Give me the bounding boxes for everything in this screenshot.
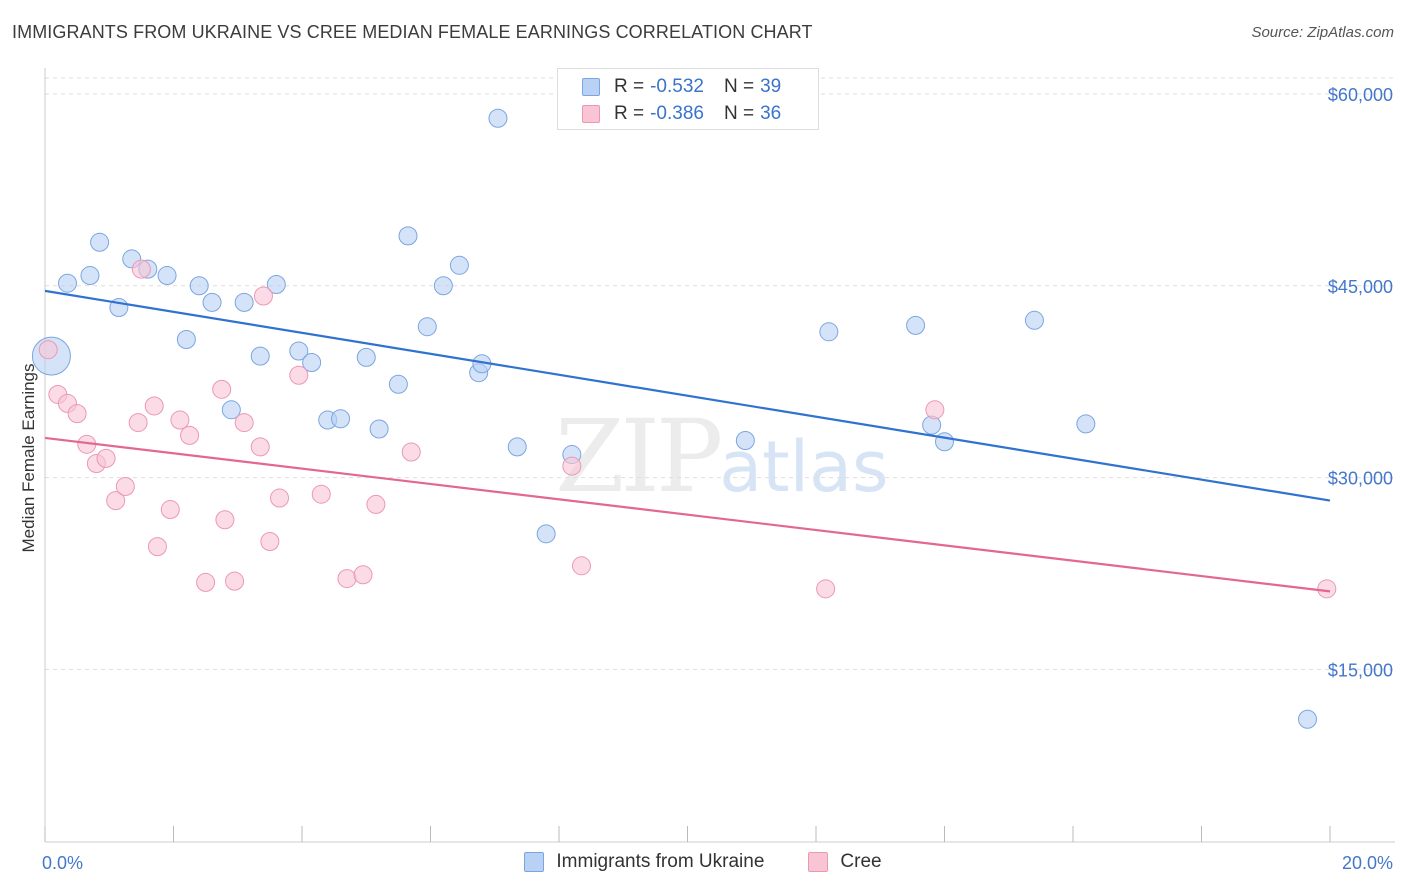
point-cree-12: [147, 537, 167, 557]
legend-n-label-cree: N =: [723, 103, 755, 124]
point-ukraine-34: [922, 415, 942, 435]
point-ukraine-35: [935, 432, 954, 452]
point-ukraine-9: [189, 276, 209, 296]
point-ukraine-13: [250, 346, 270, 366]
legend-n-label-ukraine: N =: [723, 76, 755, 97]
legend-r-value-ukraine: -0.532: [650, 76, 704, 97]
chart-title: IMMIGRANTS FROM UKRAINE VS CREE MEDIAN F…: [12, 22, 813, 42]
point-ukraine-10: [202, 292, 222, 312]
point-cree-28: [353, 565, 373, 585]
point-ukraine-12: [234, 292, 254, 312]
y-tick-label-1: $30,000: [1328, 469, 1393, 489]
x-tick-label-0: 0.0%: [42, 853, 83, 873]
point-cree-29: [366, 494, 386, 514]
series-swatch-cree: [808, 852, 829, 872]
point-cree-31: [562, 456, 582, 476]
correlation-legend: R = -0.532 N = 39 R = -0.386 N = 36: [557, 68, 819, 130]
point-cree-7: [106, 491, 126, 511]
point-cree-9: [128, 413, 148, 433]
point-cree-24: [270, 488, 290, 508]
point-cree-19: [225, 571, 245, 591]
point-cree-6: [96, 448, 116, 468]
point-ukraine-36: [906, 315, 926, 335]
y-tick-label-3: $60,000: [1328, 85, 1393, 105]
point-ukraine-19: [356, 347, 376, 367]
point-cree-15: [180, 425, 200, 445]
point-ukraine-23: [417, 317, 437, 337]
legend-r-label-cree: R =: [614, 103, 645, 124]
point-ukraine-14: [266, 274, 286, 294]
point-ukraine-38: [1076, 414, 1096, 434]
legend-row-ukraine: R = -0.532 N = 39: [582, 74, 781, 100]
point-ukraine-20: [369, 419, 389, 439]
point-cree-36: [1317, 579, 1337, 599]
point-ukraine-7: [157, 266, 177, 286]
point-ukraine-8: [176, 329, 196, 349]
series-label-cree: Cree: [840, 851, 882, 872]
point-cree-11: [131, 259, 151, 279]
point-cree-21: [250, 437, 270, 457]
point-cree-22: [253, 286, 273, 306]
point-ukraine-3: [90, 232, 110, 252]
series-label-ukraine: Immigrants from Ukraine: [556, 851, 765, 872]
point-cree-3: [67, 404, 87, 424]
point-ukraine-1: [57, 273, 77, 293]
point-ukraine-28: [488, 108, 508, 128]
point-ukraine-11: [221, 400, 241, 420]
series-legend-ukraine[interactable]: Immigrants from Ukraine: [524, 851, 764, 873]
point-cree-18: [215, 510, 235, 530]
point-cree-32: [571, 556, 591, 576]
point-ukraine-16: [302, 352, 322, 372]
y-tick-label-2: $45,000: [1328, 277, 1393, 297]
point-cree-26: [311, 484, 331, 504]
series-legend: Immigrants from Ukraine Cree: [0, 851, 1406, 873]
point-ukraine-21: [388, 374, 408, 394]
y-tick-label-0: $15,000: [1328, 660, 1393, 680]
point-ukraine-15: [289, 341, 309, 361]
point-cree-23: [260, 532, 280, 552]
point-cree-34: [816, 579, 836, 599]
legend-n-value-ukraine: 39: [760, 76, 782, 97]
point-cree-13: [160, 500, 180, 520]
point-cree-20: [234, 413, 254, 433]
chart-source: Source: ZipAtlas.com: [1251, 24, 1394, 41]
legend-n-value-cree: 36: [760, 103, 782, 124]
legend-r-value-cree: -0.386: [650, 103, 704, 124]
point-ukraine-37: [1024, 310, 1044, 330]
legend-swatch-cree: [582, 105, 600, 123]
point-cree-8: [115, 477, 135, 497]
point-cree-10: [144, 396, 164, 416]
point-cree-14: [170, 410, 190, 430]
series-swatch-ukraine: [524, 852, 545, 872]
point-ukraine-32: [735, 430, 755, 450]
point-ukraine-22: [398, 226, 418, 246]
legend-r-label-ukraine: R =: [614, 76, 645, 97]
point-ukraine-33: [819, 322, 839, 342]
point-ukraine-18: [331, 409, 351, 429]
point-ukraine-39: [1298, 709, 1318, 729]
x-tick-label-1: 20.0%: [1342, 853, 1393, 873]
series-legend-cree[interactable]: Cree: [808, 851, 882, 873]
legend-row-cree: R = -0.386 N = 36: [582, 101, 781, 127]
point-ukraine-25: [449, 255, 469, 275]
point-cree-30: [401, 442, 421, 462]
legend-swatch-ukraine: [582, 78, 600, 96]
point-cree-16: [196, 572, 216, 592]
point-ukraine-2: [80, 266, 100, 286]
point-cree-25: [289, 365, 309, 385]
point-ukraine-24: [433, 276, 453, 296]
point-cree-35: [925, 400, 945, 420]
point-cree-17: [212, 379, 232, 399]
watermark-zip: ZIP: [555, 398, 723, 515]
trendline-cree: [44, 436, 1331, 593]
point-ukraine-29: [507, 437, 527, 457]
point-cree-0: [38, 340, 58, 360]
point-cree-27: [337, 569, 357, 589]
trendline-ukraine: [44, 289, 1331, 502]
point-ukraine-30: [536, 524, 556, 544]
y-axis-title: Median Female Earnings: [19, 364, 38, 553]
